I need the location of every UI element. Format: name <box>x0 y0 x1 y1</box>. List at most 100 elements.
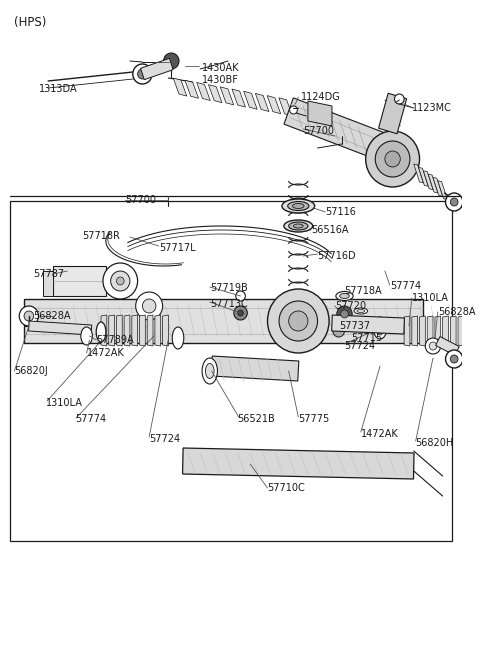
Circle shape <box>117 277 124 285</box>
Polygon shape <box>141 58 173 79</box>
Text: 56820H: 56820H <box>416 438 454 448</box>
Circle shape <box>164 53 179 69</box>
Text: 56828A: 56828A <box>438 307 475 317</box>
Circle shape <box>138 69 147 79</box>
Ellipse shape <box>293 224 303 228</box>
Text: 57789A: 57789A <box>96 335 134 345</box>
Polygon shape <box>53 266 106 296</box>
Polygon shape <box>443 316 448 346</box>
Text: 57720: 57720 <box>335 301 366 311</box>
Text: 56820J: 56820J <box>14 366 48 376</box>
Polygon shape <box>438 180 447 199</box>
Text: 1472AK: 1472AK <box>361 429 398 439</box>
Polygon shape <box>244 91 257 110</box>
Circle shape <box>111 271 130 291</box>
Text: 1310LA: 1310LA <box>412 293 449 303</box>
Circle shape <box>445 350 463 368</box>
Polygon shape <box>117 315 122 346</box>
Polygon shape <box>458 316 464 346</box>
Polygon shape <box>435 316 441 346</box>
Ellipse shape <box>288 201 309 211</box>
Text: 57787: 57787 <box>34 269 65 279</box>
Circle shape <box>103 263 138 299</box>
Text: 57775: 57775 <box>298 414 330 424</box>
Ellipse shape <box>340 293 349 298</box>
Polygon shape <box>155 315 161 346</box>
Circle shape <box>143 299 156 313</box>
Circle shape <box>279 301 318 341</box>
Polygon shape <box>43 271 53 296</box>
Circle shape <box>136 292 163 320</box>
Circle shape <box>288 311 308 331</box>
Circle shape <box>450 355 458 363</box>
Polygon shape <box>211 356 299 381</box>
Circle shape <box>385 151 400 167</box>
Text: 56516A: 56516A <box>311 225 348 235</box>
Ellipse shape <box>376 321 384 335</box>
Circle shape <box>236 291 245 301</box>
Ellipse shape <box>172 327 184 349</box>
Ellipse shape <box>205 363 214 379</box>
Polygon shape <box>279 98 292 116</box>
Text: 57718R: 57718R <box>82 231 120 241</box>
Text: 1313DA: 1313DA <box>38 84 77 94</box>
Circle shape <box>341 310 348 318</box>
Circle shape <box>375 141 410 177</box>
Ellipse shape <box>357 310 365 312</box>
Polygon shape <box>124 315 130 346</box>
Polygon shape <box>433 177 443 196</box>
Polygon shape <box>101 315 107 346</box>
Circle shape <box>267 289 329 353</box>
Polygon shape <box>173 78 187 96</box>
Polygon shape <box>412 316 418 346</box>
Circle shape <box>234 306 247 320</box>
Polygon shape <box>450 316 456 346</box>
Ellipse shape <box>466 320 477 342</box>
Polygon shape <box>332 315 405 334</box>
Polygon shape <box>308 101 332 126</box>
Text: 57737: 57737 <box>339 321 370 331</box>
Text: 57724: 57724 <box>149 434 180 444</box>
Polygon shape <box>379 93 407 134</box>
Circle shape <box>337 306 352 322</box>
Polygon shape <box>284 98 385 159</box>
Ellipse shape <box>288 222 308 230</box>
Ellipse shape <box>373 317 387 339</box>
Circle shape <box>395 94 404 104</box>
Text: 56521B: 56521B <box>238 414 276 424</box>
Circle shape <box>24 311 34 321</box>
Text: 1430AK: 1430AK <box>202 63 240 73</box>
Polygon shape <box>423 171 433 190</box>
Ellipse shape <box>202 358 217 384</box>
Text: 57774: 57774 <box>75 414 106 424</box>
Ellipse shape <box>292 203 304 209</box>
Polygon shape <box>197 83 210 100</box>
Polygon shape <box>24 299 423 343</box>
Polygon shape <box>109 315 115 346</box>
Polygon shape <box>147 315 153 346</box>
Polygon shape <box>466 316 471 346</box>
Text: 57700: 57700 <box>125 195 156 205</box>
Text: 57710C: 57710C <box>267 483 305 493</box>
Text: 57717L: 57717L <box>159 243 195 253</box>
Polygon shape <box>185 80 199 98</box>
Text: 57700: 57700 <box>303 126 334 136</box>
Text: 1124DG: 1124DG <box>301 92 341 102</box>
Text: 56828A: 56828A <box>34 311 71 321</box>
Text: 1310LA: 1310LA <box>46 398 83 408</box>
Circle shape <box>429 342 437 350</box>
Polygon shape <box>182 448 414 479</box>
Polygon shape <box>419 167 428 186</box>
Ellipse shape <box>282 199 315 213</box>
Text: 57116: 57116 <box>325 207 356 217</box>
Ellipse shape <box>284 220 313 232</box>
Text: 57713C: 57713C <box>210 299 248 309</box>
Text: 57715: 57715 <box>351 333 383 343</box>
Text: 57719B: 57719B <box>210 283 248 293</box>
Polygon shape <box>420 316 425 346</box>
Circle shape <box>450 198 458 206</box>
Polygon shape <box>208 85 222 103</box>
Text: (HPS): (HPS) <box>14 16 47 29</box>
Ellipse shape <box>354 308 368 314</box>
Polygon shape <box>163 315 168 346</box>
